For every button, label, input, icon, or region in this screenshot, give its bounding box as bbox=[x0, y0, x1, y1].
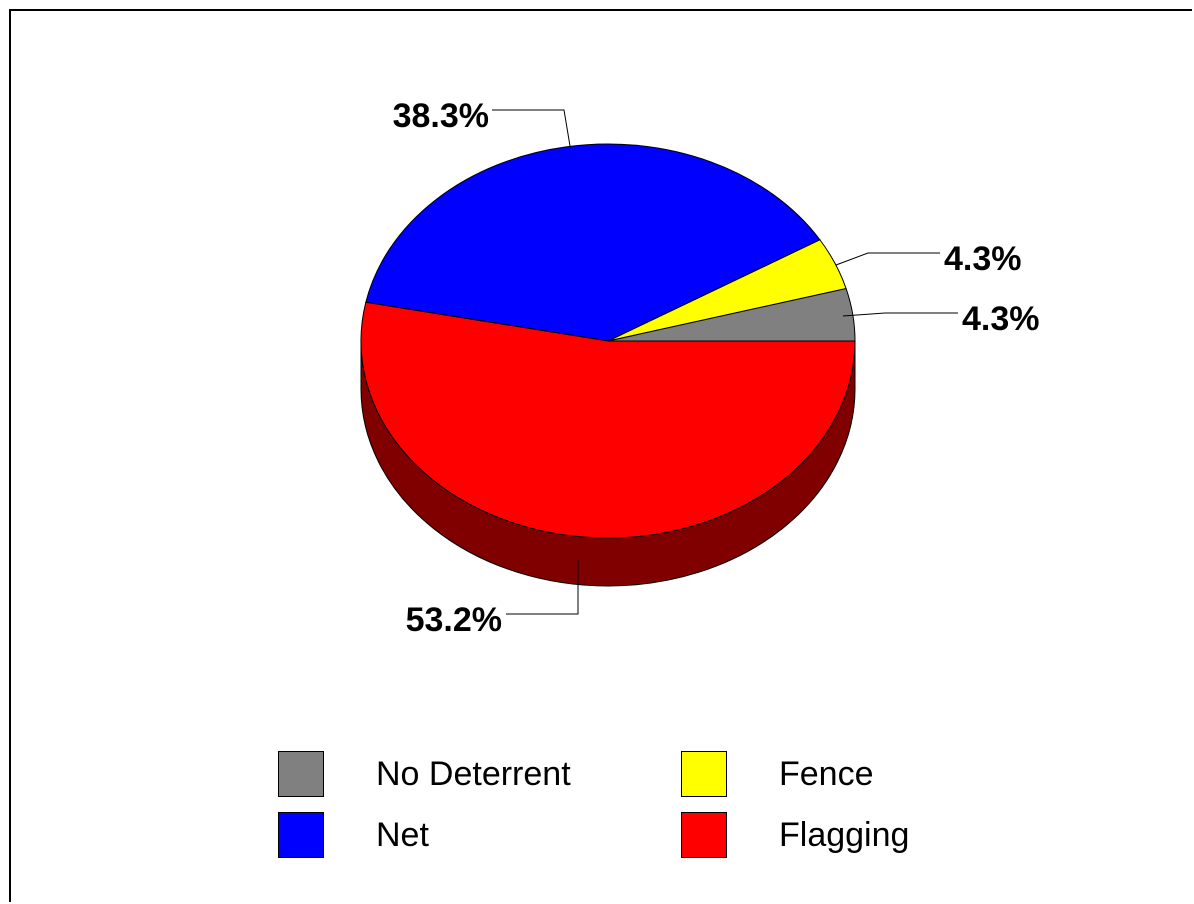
leader-line-no-deterrent bbox=[842, 312, 958, 317]
leader-line-fence bbox=[835, 252, 940, 266]
data-label-fence: 4.3% bbox=[944, 240, 1022, 278]
leader-line-net bbox=[492, 109, 571, 147]
data-label-net: 38.3% bbox=[393, 97, 489, 135]
pie-slice-net bbox=[365, 143, 821, 342]
chart-frame bbox=[9, 9, 1192, 902]
pie-slice-flagging bbox=[360, 301, 856, 539]
data-label-no-deterrent: 4.3% bbox=[962, 300, 1040, 338]
leader-line-flagging bbox=[506, 560, 579, 615]
data-label-flagging: 53.2% bbox=[406, 601, 502, 639]
